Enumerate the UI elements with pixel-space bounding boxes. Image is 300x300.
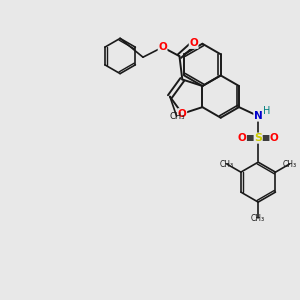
Text: O: O	[270, 133, 279, 143]
Text: O: O	[158, 42, 167, 52]
Text: S: S	[254, 133, 262, 143]
Text: O: O	[189, 38, 198, 48]
Text: CH₃: CH₃	[282, 160, 296, 169]
Text: CH₃: CH₃	[251, 214, 265, 223]
Text: O: O	[238, 133, 246, 143]
Text: N: N	[254, 111, 262, 121]
Text: CH₃: CH₃	[169, 112, 184, 121]
Text: H: H	[263, 106, 270, 116]
Text: O: O	[178, 109, 187, 119]
Text: CH₃: CH₃	[220, 160, 234, 169]
